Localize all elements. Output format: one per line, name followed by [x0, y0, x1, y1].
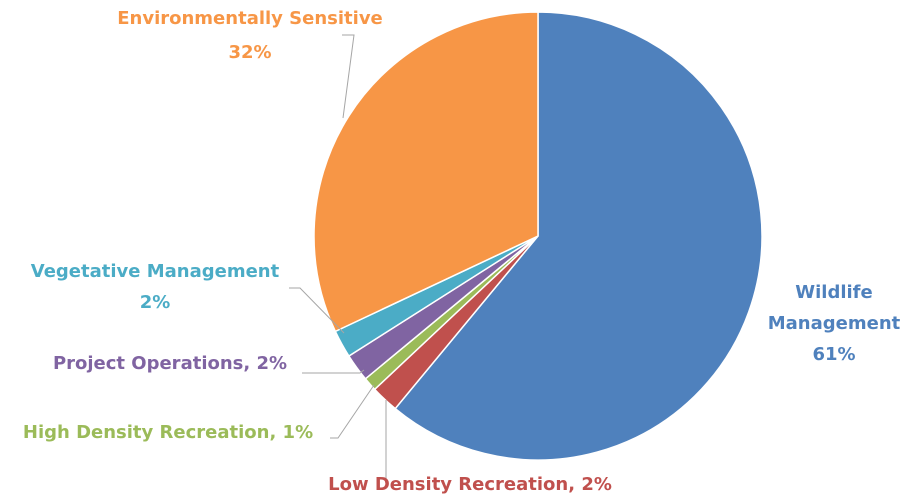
pie-slice-environmentally-sensitive — [313, 11, 539, 333]
data-label-line: 61% — [812, 344, 855, 365]
leader-lines — [289, 34, 387, 488]
data-label-line: 2% — [140, 292, 171, 313]
data-label-project-operations: Project Operations, 2% — [53, 353, 287, 374]
leader-line-vegetative-management — [289, 287, 345, 334]
data-label-vegetative-management: Vegetative Management 2% — [31, 261, 280, 313]
data-labels: Wildlife Management 61% Low Density Recreat… — [23, 8, 901, 495]
data-label-line: Management — [768, 313, 901, 334]
data-label-line: Environmentally Sensitive — [117, 8, 383, 29]
data-label-low-density-recreation: Low Density Recreation, 2% — [328, 474, 612, 495]
leader-line-environmentally-sensitive — [342, 34, 355, 119]
data-label-line: High Density Recreation, 1% — [23, 422, 313, 443]
pie-slice-wildlife-management — [394, 11, 763, 461]
data-label-line: Wildlife — [795, 282, 872, 303]
data-label-high-density-recreation: High Density Recreation, 1% — [23, 422, 313, 443]
data-label-line: Project Operations, 2% — [53, 353, 287, 374]
data-label-wildlife-management: Wildlife Management 61% — [768, 282, 901, 365]
data-label-environmentally-sensitive: Environmentally Sensitive 32% — [117, 8, 383, 63]
data-label-line: 32% — [228, 42, 271, 63]
data-label-line: Vegetative Management — [31, 261, 280, 282]
leader-line-high-density-recreation — [330, 384, 375, 439]
data-label-line: Low Density Recreation, 2% — [328, 474, 612, 495]
pie-slices — [313, 11, 763, 461]
leader-line-project-operations — [302, 369, 365, 374]
